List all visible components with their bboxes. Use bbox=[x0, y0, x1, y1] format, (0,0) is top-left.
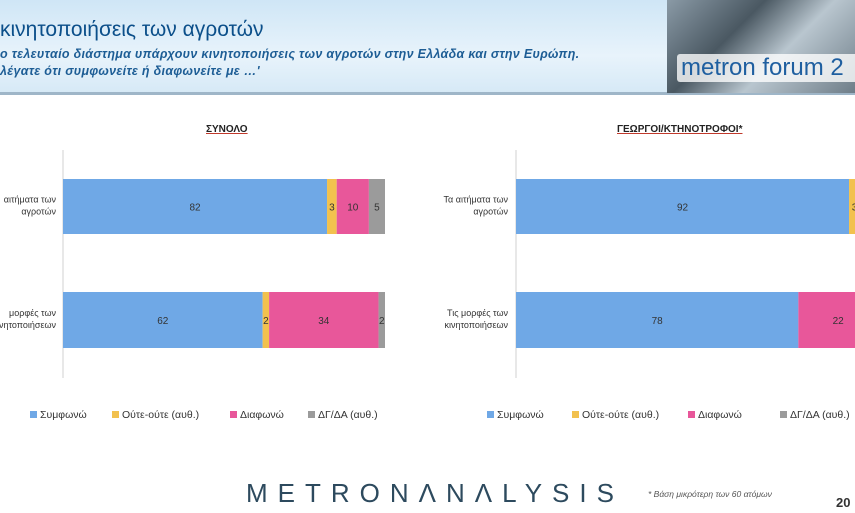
page-number: 20 bbox=[836, 495, 851, 510]
header-divider bbox=[0, 92, 855, 95]
data-label: 62 bbox=[157, 316, 169, 327]
data-label: 34 bbox=[318, 316, 330, 327]
category-label: αγροτών bbox=[473, 207, 508, 217]
chart-title-total: ΣΥΝΟΛΟ bbox=[206, 124, 248, 135]
data-label: 10 bbox=[347, 203, 359, 214]
bar-segment bbox=[336, 179, 369, 234]
bar-segment bbox=[269, 292, 379, 348]
legend-label: Συμφωνώ bbox=[40, 409, 87, 421]
legend-label: Διαφωνώ bbox=[698, 409, 742, 421]
bar-segment bbox=[262, 292, 270, 348]
legend-label: ΔΓ/ΔΑ (αυθ.) bbox=[318, 409, 378, 421]
legend-swatch bbox=[688, 411, 695, 418]
data-label: 3 bbox=[329, 203, 335, 214]
legend-swatch bbox=[487, 411, 494, 418]
category-label: αιτήματα των bbox=[4, 195, 57, 205]
legend-swatch bbox=[572, 411, 579, 418]
page-title: κινητοποιήσεις των αγροτών bbox=[0, 18, 264, 41]
category-label: Τα αιτήματα των bbox=[444, 195, 509, 205]
data-label: 2 bbox=[263, 316, 269, 327]
page-subtitle-line2: λέγατε ότι συμφωνείτε ή διαφωνείτε με …' bbox=[0, 64, 260, 78]
legend-label: ΔΓ/ΔΑ (αυθ.) bbox=[790, 409, 850, 421]
bar-segment bbox=[849, 179, 855, 234]
legend-swatch bbox=[780, 411, 787, 418]
data-label: 2 bbox=[379, 316, 385, 327]
bar-segment bbox=[516, 179, 850, 234]
page-subtitle-line1: ο τελευταίο διάστημα υπάρχουν κινητοποιή… bbox=[0, 47, 580, 61]
forum-logo-text: metron forum 2 bbox=[677, 54, 855, 82]
legend-label: Ούτε-ούτε (αυθ.) bbox=[122, 409, 199, 421]
bar-segment bbox=[63, 292, 263, 348]
category-label: Τις μορφές των bbox=[447, 308, 508, 318]
data-label: 82 bbox=[189, 203, 201, 214]
legend-swatch bbox=[230, 411, 237, 418]
category-label: κινητοποιήσεων bbox=[445, 320, 509, 330]
data-label: 3 bbox=[852, 203, 855, 214]
data-label: 5 bbox=[374, 203, 380, 214]
chart-title-farmers: ΓΕΩΡΓΟΙ/ΚΤΗΝΟΤΡΟΦΟΙ* bbox=[617, 124, 743, 135]
data-label: 92 bbox=[677, 203, 689, 214]
footnote: * Βάση μικρότερη των 60 ατόμων bbox=[648, 489, 772, 499]
bar-segment bbox=[63, 179, 328, 234]
bar-segment bbox=[378, 292, 385, 348]
category-label: μορφές των bbox=[9, 308, 56, 318]
legend-swatch bbox=[30, 411, 37, 418]
legend-swatch bbox=[112, 411, 119, 418]
bar-segment bbox=[798, 292, 855, 348]
metron-analysis-brand: METRONΛNΛLYSIS bbox=[246, 478, 624, 508]
category-label: αγροτών bbox=[21, 207, 56, 217]
data-label: 22 bbox=[833, 316, 845, 327]
legend-label: Ούτε-ούτε (αυθ.) bbox=[582, 409, 659, 421]
bar-segment bbox=[516, 292, 799, 348]
legend-label: Διαφωνώ bbox=[240, 409, 284, 421]
bar-segment bbox=[327, 179, 337, 234]
legend-label: Συμφωνώ bbox=[497, 409, 544, 421]
data-label: 78 bbox=[652, 316, 664, 327]
legend-swatch bbox=[308, 411, 315, 418]
category-label: κινητοποιήσεων bbox=[0, 320, 56, 330]
forum-logo: metron forum 2 bbox=[667, 0, 855, 93]
bar-segment bbox=[368, 179, 385, 234]
